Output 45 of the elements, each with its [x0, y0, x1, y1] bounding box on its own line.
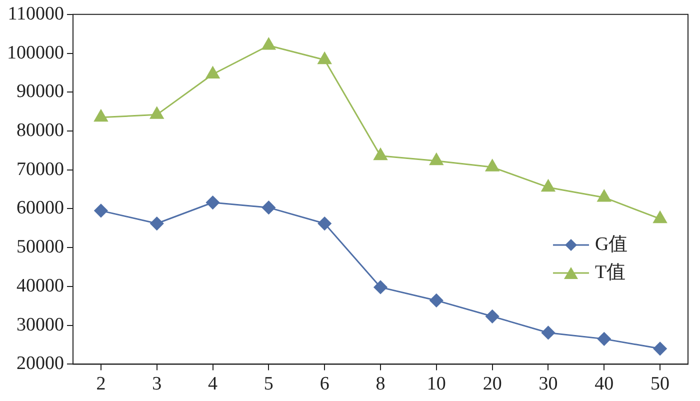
point: [486, 310, 500, 324]
point: [597, 332, 611, 346]
point: [541, 180, 556, 192]
y-tick-label: 60000: [16, 198, 64, 219]
y-tick-label: 110000: [8, 3, 64, 24]
y-tick-label: 100000: [7, 42, 64, 64]
point: [430, 153, 444, 166]
y-tick-label: 80000: [16, 120, 64, 141]
legend-label: T值: [595, 261, 626, 286]
point: [262, 200, 276, 214]
point: [150, 216, 164, 230]
point: [262, 38, 276, 50]
point: [653, 342, 667, 356]
x-tick-label: 5: [264, 374, 274, 395]
point: [374, 148, 388, 160]
point: [206, 196, 220, 210]
point: [94, 204, 108, 218]
point: [150, 106, 164, 119]
point: [318, 52, 332, 64]
point: [206, 66, 220, 79]
x-tick-label: 6: [320, 374, 330, 395]
y-tick-label: 50000: [16, 236, 64, 258]
x-tick-label: 20: [482, 374, 502, 395]
point: [94, 110, 108, 122]
point: [318, 216, 332, 230]
point: [597, 190, 611, 202]
y-tick-label: 70000: [16, 158, 64, 180]
x-tick-label: 4: [208, 374, 218, 395]
y-tick-label: 40000: [16, 275, 64, 296]
x-tick-label: 3: [152, 374, 162, 395]
x-tick-label: 50: [650, 374, 670, 395]
point: [374, 280, 388, 294]
x-tick-label: 30: [538, 374, 558, 395]
x-tick-label: 10: [426, 374, 446, 395]
point: [430, 294, 444, 308]
x-tick-label: 2: [96, 374, 106, 395]
point: [653, 211, 667, 224]
point: [541, 326, 555, 340]
y-tick-label: 30000: [16, 314, 64, 336]
x-tick-label: 8: [376, 374, 386, 395]
y-tick-label: 90000: [16, 81, 64, 102]
y-tick-label: 20000: [16, 353, 64, 374]
x-tick-label: 40: [594, 374, 614, 395]
legend-label: G值: [595, 233, 628, 258]
point: [486, 159, 500, 172]
